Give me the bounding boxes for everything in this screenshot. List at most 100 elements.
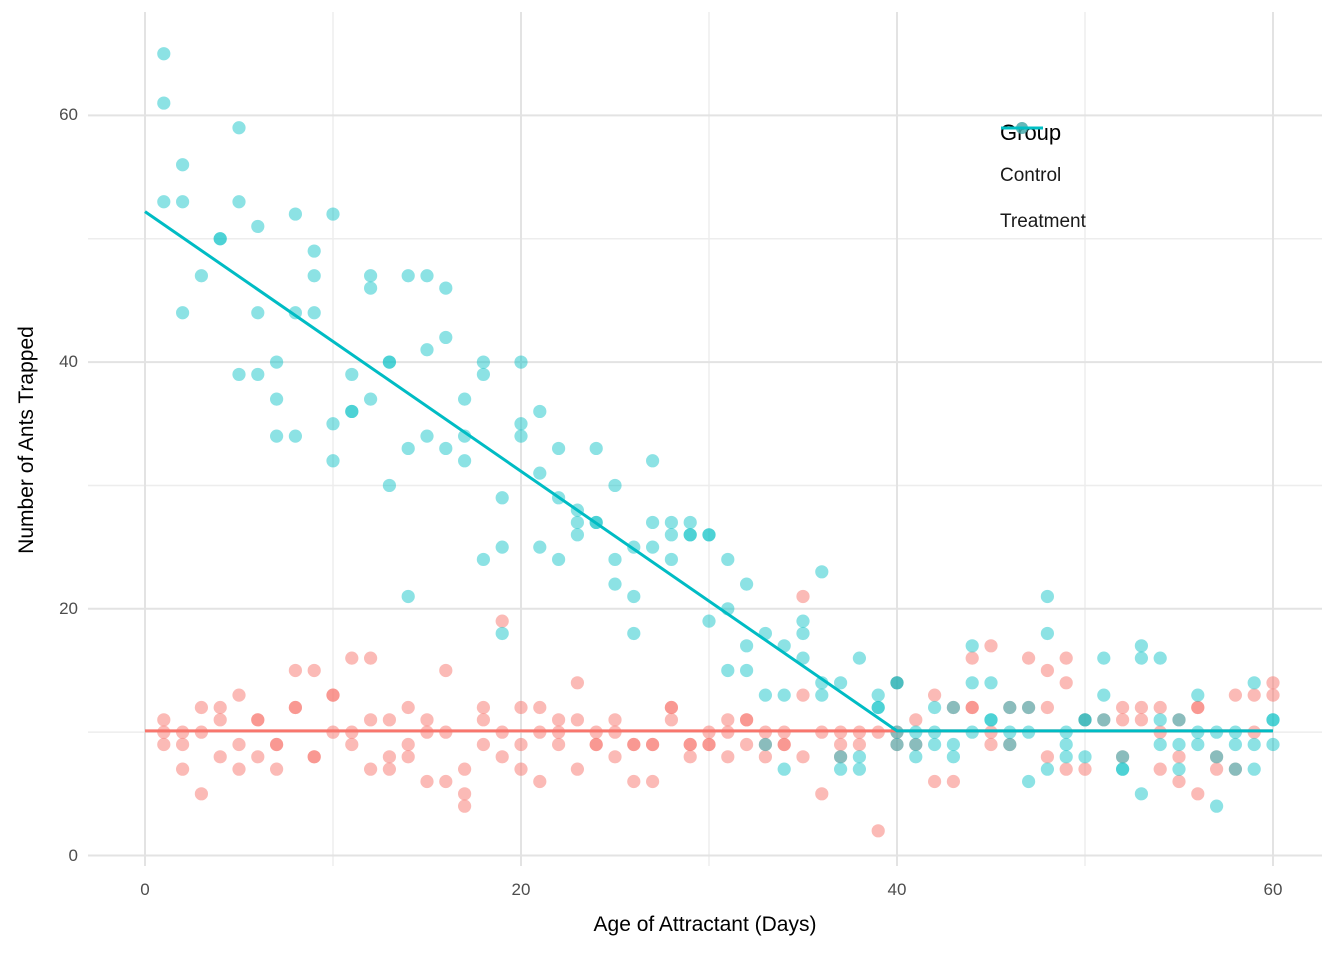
data-point-control [589,737,603,752]
data-point-treatment [1116,762,1130,776]
data-point-control [608,713,622,727]
data-point-control [1191,700,1205,715]
data-point-control [570,713,585,727]
data-point-treatment [345,404,359,419]
data-point-treatment [1134,639,1148,653]
data-point-treatment [364,269,378,283]
data-point-treatment [345,404,359,419]
data-point-control [1040,750,1054,764]
data-point-control [871,824,885,838]
data-point-control [702,737,716,752]
data-point-control [627,774,641,789]
data-point-treatment [495,626,509,641]
data-point-control [740,713,754,727]
data-point-treatment [1134,651,1148,665]
data-point-treatment [890,737,904,752]
data-point-treatment [570,515,585,530]
data-point-treatment [232,367,246,382]
data-point-treatment [176,158,190,172]
data-point-control [176,762,190,776]
data-point-treatment [984,676,998,690]
data-point-treatment [1116,750,1130,764]
data-point-treatment [909,750,923,764]
data-point-treatment [326,454,340,468]
data-point-treatment [702,528,716,542]
data-point-control [1040,663,1054,678]
data-point-control [288,700,302,715]
data-point-control [1172,774,1186,789]
data-point-control [909,737,923,752]
legend-label-treatment: Treatment [1000,211,1086,232]
data-point-control [1172,713,1186,727]
data-point-treatment [890,676,904,690]
data-point-control [1116,713,1130,727]
data-point-control [664,700,679,715]
data-point-control [458,762,472,776]
data-point-treatment [1040,762,1054,776]
y-tick-label: 0 [68,845,78,865]
data-point-treatment [1266,713,1280,727]
data-point-treatment [1097,651,1111,665]
data-point-treatment [683,515,697,530]
data-point-treatment [420,269,434,283]
data-point-control [514,762,528,776]
data-point-control [232,737,246,752]
treatment-line-dot-icon [1001,122,1043,134]
data-point-control [364,713,378,727]
data-point-control [157,713,171,727]
data-point-treatment [458,392,472,406]
data-point-control [552,713,566,727]
legend-title: Group [1000,120,1062,145]
data-point-treatment [514,417,528,431]
data-point-treatment [1078,750,1092,764]
data-point-treatment [1228,762,1242,776]
data-point-treatment [157,195,171,209]
data-point-control [1228,688,1242,702]
data-point-treatment [740,639,754,653]
data-point-control [928,774,942,789]
data-point-treatment [232,195,246,209]
data-point-treatment [1247,676,1261,690]
data-point-control [194,787,208,801]
data-point-treatment [270,355,284,369]
data-point-treatment [194,269,208,283]
data-point-control [570,762,585,776]
data-point-treatment [270,392,284,406]
data-point-control [683,750,697,764]
data-point-treatment [1172,737,1186,752]
data-point-control [345,651,359,665]
data-point-control [476,700,490,715]
data-point-treatment [721,663,735,678]
data-point-treatment [834,676,848,690]
data-point-treatment [307,269,321,283]
data-point-treatment [1059,750,1073,764]
data-point-treatment [608,552,622,567]
data-point-control [965,700,979,715]
data-point-treatment [533,540,547,554]
data-point-control [1172,750,1186,764]
y-axis-title: Number of Ants Trapped [15,326,38,554]
data-point-treatment [251,219,265,234]
data-point-control [1059,651,1073,665]
data-point-control [194,700,208,715]
data-point-treatment [1097,688,1111,702]
data-point-treatment [570,528,585,542]
data-point-control [1059,762,1073,776]
data-point-control [946,774,961,789]
data-point-control [514,700,528,715]
data-point-treatment [1078,713,1092,727]
data-point-control [382,713,396,727]
data-point-control [796,589,810,604]
data-point-treatment [364,392,378,406]
data-point-treatment [1022,700,1036,715]
data-point-control [326,688,340,702]
data-point-treatment [382,478,396,493]
data-point-treatment [401,269,415,283]
data-point-treatment [928,737,942,752]
data-point-control [458,799,472,813]
data-point-treatment [533,466,547,480]
trend-line-treatment [144,210,1273,733]
data-point-control [401,700,415,715]
data-point-control [420,713,434,727]
